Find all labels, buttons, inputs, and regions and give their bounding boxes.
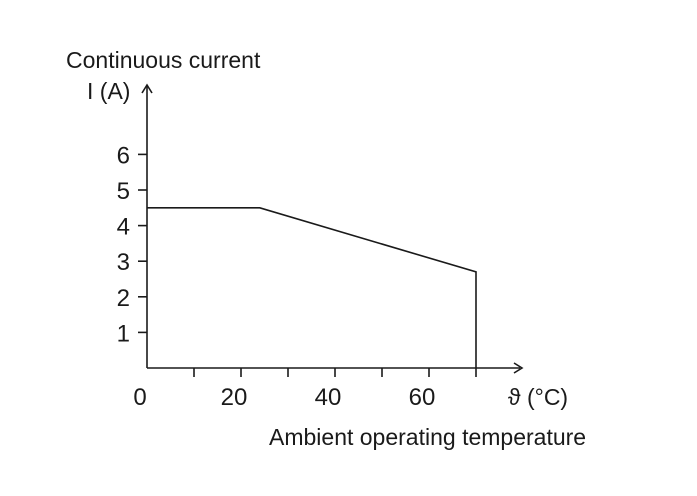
x-tick-label: 60 [409, 384, 436, 411]
y-axis-arrow-icon [141, 83, 153, 94]
x-tick-label: 20 [221, 384, 248, 411]
y-tick-label: 5 [117, 178, 130, 205]
x-unit-label: ϑ (°C) [508, 384, 568, 410]
y-tick-label: 2 [117, 285, 130, 312]
y-tick-label: 1 [117, 320, 130, 347]
x-tick-label: 40 [315, 384, 342, 411]
x-ticks [193, 368, 477, 377]
x-tick-label: 0 [133, 384, 146, 411]
x-axis-arrow-icon [513, 362, 524, 374]
y-ticks [138, 153, 147, 334]
y-axis-label: I (A) [87, 78, 130, 104]
y-tick-label: 4 [117, 214, 130, 241]
series-line [147, 207, 477, 368]
y-tick-labels: 1 2 3 4 5 6 [117, 142, 130, 347]
y-tick-label: 6 [117, 142, 130, 169]
chart-title: Continuous current [66, 47, 261, 73]
y-tick-label: 3 [117, 249, 130, 276]
x-tick-labels: 0 20 40 60 [133, 384, 435, 411]
x-axis-label: Ambient operating temperature [269, 424, 586, 450]
